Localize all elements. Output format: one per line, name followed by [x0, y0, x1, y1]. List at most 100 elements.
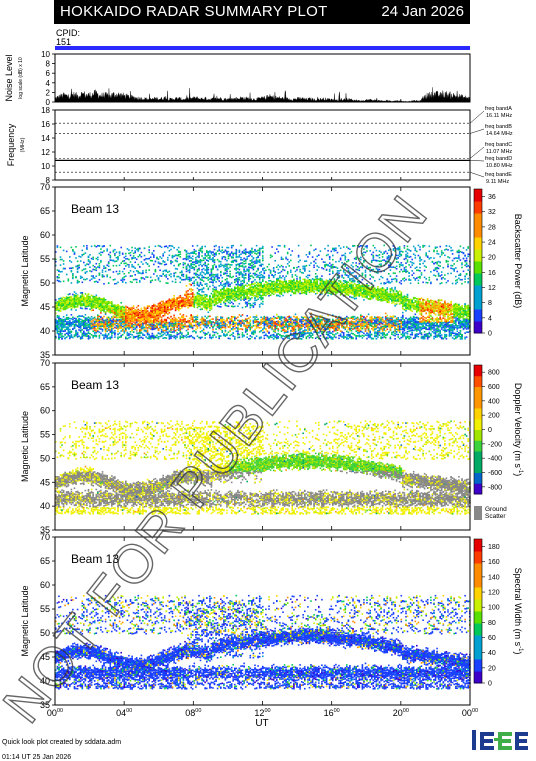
scatter-cell	[130, 325, 132, 327]
scatter-cell	[74, 304, 76, 306]
scatter-cell	[63, 327, 65, 329]
scatter-cell	[131, 275, 133, 277]
scatter-cell	[131, 314, 133, 316]
scatter-cell	[113, 328, 115, 330]
scatter-cell	[83, 328, 85, 330]
scatter-cell	[97, 324, 99, 326]
scatter-cell	[96, 331, 98, 333]
scatter-cell	[61, 301, 63, 303]
scatter-cell	[130, 336, 132, 338]
scatter-cell	[82, 254, 84, 256]
scatter-cell	[88, 305, 90, 307]
scatter-cell	[128, 337, 130, 339]
scatter-cell	[100, 310, 102, 312]
scatter-cell	[92, 328, 94, 330]
scatter-cell	[69, 321, 71, 323]
scatter-cell	[80, 298, 82, 300]
scatter-cell	[131, 317, 133, 319]
scatter-cell	[66, 299, 68, 301]
scatter-cell	[58, 304, 60, 306]
scatter-cell	[117, 304, 119, 306]
noise-ytick-label: 6	[46, 69, 51, 78]
scatter-cell	[106, 306, 108, 308]
scatter-cell	[108, 269, 110, 271]
scatter-cell	[60, 307, 62, 309]
scatter-cell	[125, 328, 127, 330]
scatter-cell	[71, 267, 73, 269]
scatter-cell	[110, 252, 112, 254]
scatter-cell	[71, 309, 73, 311]
scatter-cell	[66, 251, 68, 253]
scatter-cell	[131, 264, 133, 266]
scatter-cell	[85, 301, 87, 303]
scatter-cell	[116, 305, 118, 307]
scatter-cell	[100, 301, 102, 303]
scatter-cell	[122, 314, 124, 316]
scatter-cell	[125, 275, 127, 277]
scatter-cell	[86, 334, 88, 336]
scatter-cell	[122, 278, 124, 280]
scatter-cell	[96, 332, 98, 334]
scatter-cell	[106, 304, 108, 306]
scatter-cell	[94, 317, 96, 319]
scatter-cell	[110, 322, 112, 324]
scatter-cell	[80, 260, 82, 262]
scatter-cell	[110, 245, 112, 247]
scatter-cell	[60, 271, 62, 273]
scatter-cell	[128, 259, 130, 261]
scatter-cell	[130, 270, 132, 272]
scatter-cell	[99, 331, 101, 333]
scatter-cell	[96, 307, 98, 309]
scatter-cell	[116, 327, 118, 329]
scatter-cell	[78, 335, 80, 337]
scatter-cell	[91, 278, 93, 280]
scatter-cell	[96, 320, 98, 322]
scatter-cell	[80, 331, 82, 333]
scatter-cell	[86, 317, 88, 319]
scatter-cell	[88, 329, 90, 331]
scatter-cell	[85, 268, 87, 270]
scatter-cell	[122, 330, 124, 332]
scatter-cell	[89, 326, 91, 328]
scatter-cell	[68, 324, 70, 326]
scatter-cell	[72, 303, 74, 305]
scatter-cell	[85, 335, 87, 337]
scatter-cell	[110, 312, 112, 314]
scatter-cell	[85, 308, 87, 310]
frequency-band-connector	[470, 147, 484, 159]
scatter-cell	[94, 299, 96, 301]
scatter-cell	[71, 270, 73, 272]
scatter-cell	[116, 320, 118, 322]
scatter-cell	[66, 308, 68, 310]
scatter-cell	[97, 328, 99, 330]
scatter-cell	[99, 263, 101, 265]
scatter-cell	[78, 256, 80, 258]
scatter-cell	[57, 317, 59, 319]
scatter-cell	[82, 320, 84, 322]
scatter-cell	[128, 249, 130, 251]
scatter-cell	[116, 260, 118, 262]
scatter-cell	[61, 325, 63, 327]
scatter-cell	[71, 314, 73, 316]
scatter-cell	[83, 296, 85, 298]
scatter-cell	[57, 269, 59, 271]
scatter-cell	[114, 304, 116, 306]
scatter-cell	[122, 281, 124, 283]
scatter-cell	[106, 328, 108, 330]
scatter-cell	[108, 310, 110, 312]
scatter-cell	[96, 258, 98, 260]
scatter-cell	[117, 273, 119, 275]
scatter-cell	[99, 307, 101, 309]
scatter-cell	[82, 270, 84, 272]
noise-ytick-label: 10	[41, 50, 50, 59]
scatter-cell	[71, 335, 73, 337]
scatter-cell	[77, 332, 79, 334]
scatter-cell	[88, 293, 90, 295]
scatter-cell	[80, 315, 82, 317]
scatter-cell	[78, 281, 80, 283]
scatter-cell	[68, 304, 70, 306]
scatter-cell	[106, 325, 108, 327]
scatter-cell	[82, 297, 84, 299]
frequency-band-connector	[470, 111, 484, 123]
scatter-cell	[102, 246, 104, 248]
